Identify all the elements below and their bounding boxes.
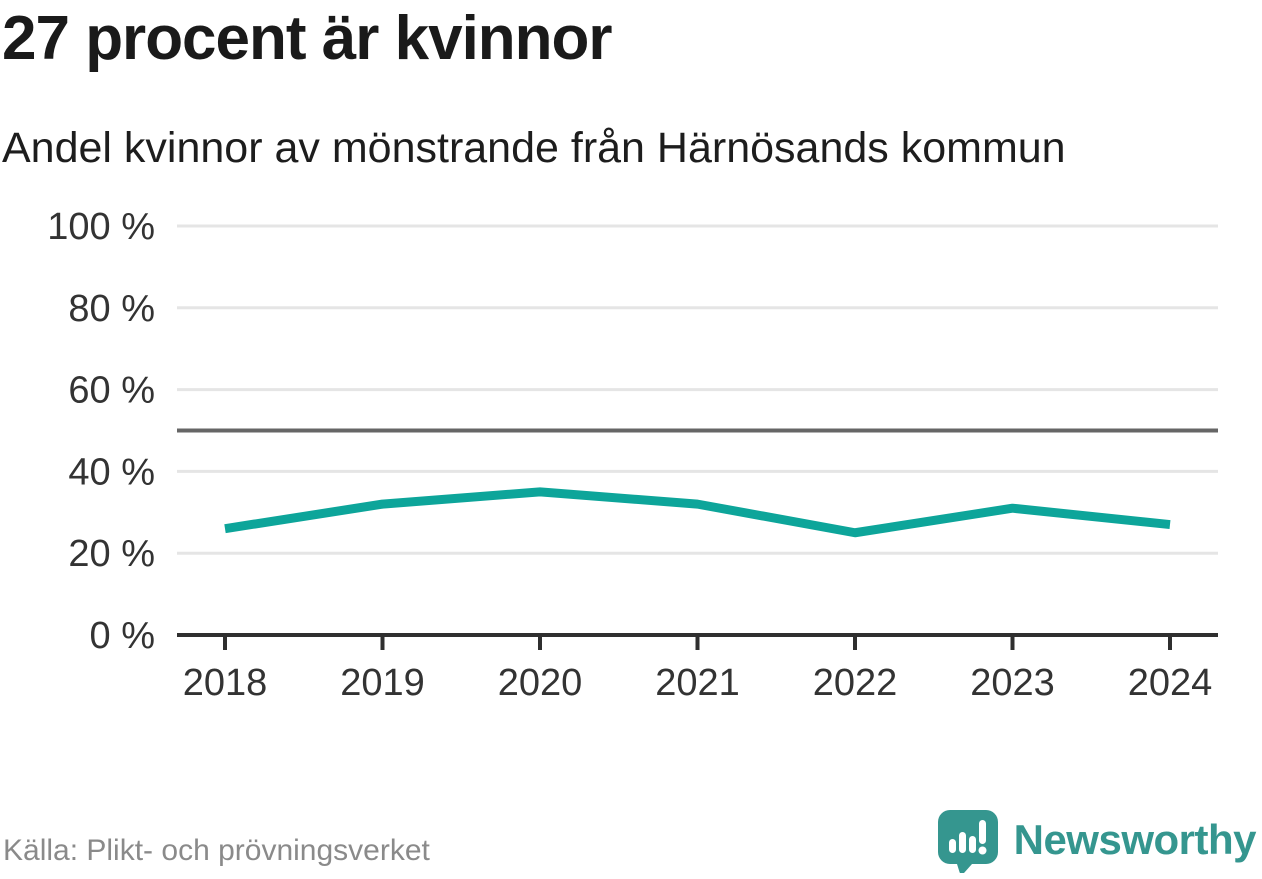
- y-tick-label: 100 %: [47, 206, 155, 248]
- x-tick-label: 2021: [655, 662, 740, 704]
- newsworthy-logo: Newsworthy: [935, 807, 1257, 873]
- x-tick-label: 2022: [813, 662, 898, 704]
- y-tick-label: 80 %: [68, 288, 155, 330]
- line-chart-svg: 0 % 20 % 40 % 60 % 80 % 100 % 2018 2019 2020 2021…: [47, 206, 1218, 704]
- y-tick-label: 40 %: [68, 451, 155, 493]
- y-tick-label: 0 %: [90, 615, 155, 657]
- newsworthy-logo-text: Newsworthy: [1013, 816, 1257, 863]
- newsworthy-logo-icon: [937, 810, 998, 873]
- chart-subtitle: Andel kvinnor av mönstrande från Härnösa…: [2, 124, 1066, 172]
- source-note: Källa: Plikt- och prövningsverket: [3, 834, 430, 867]
- x-tick-label: 2018: [183, 662, 268, 704]
- y-tick-label: 60 %: [68, 370, 155, 412]
- x-tick-label: 2024: [1128, 662, 1213, 704]
- page-title: 27 procent är kvinnor: [2, 4, 613, 73]
- x-tick-label: 2019: [340, 662, 425, 704]
- line-chart: 0 % 20 % 40 % 60 % 80 % 100 % 2018 2019 2020 2021…: [0, 195, 1262, 735]
- data-line: [224, 487, 1171, 538]
- y-tick-label: 20 %: [68, 533, 155, 575]
- x-tick-label: 2023: [970, 662, 1055, 704]
- x-tick-label: 2020: [498, 662, 583, 704]
